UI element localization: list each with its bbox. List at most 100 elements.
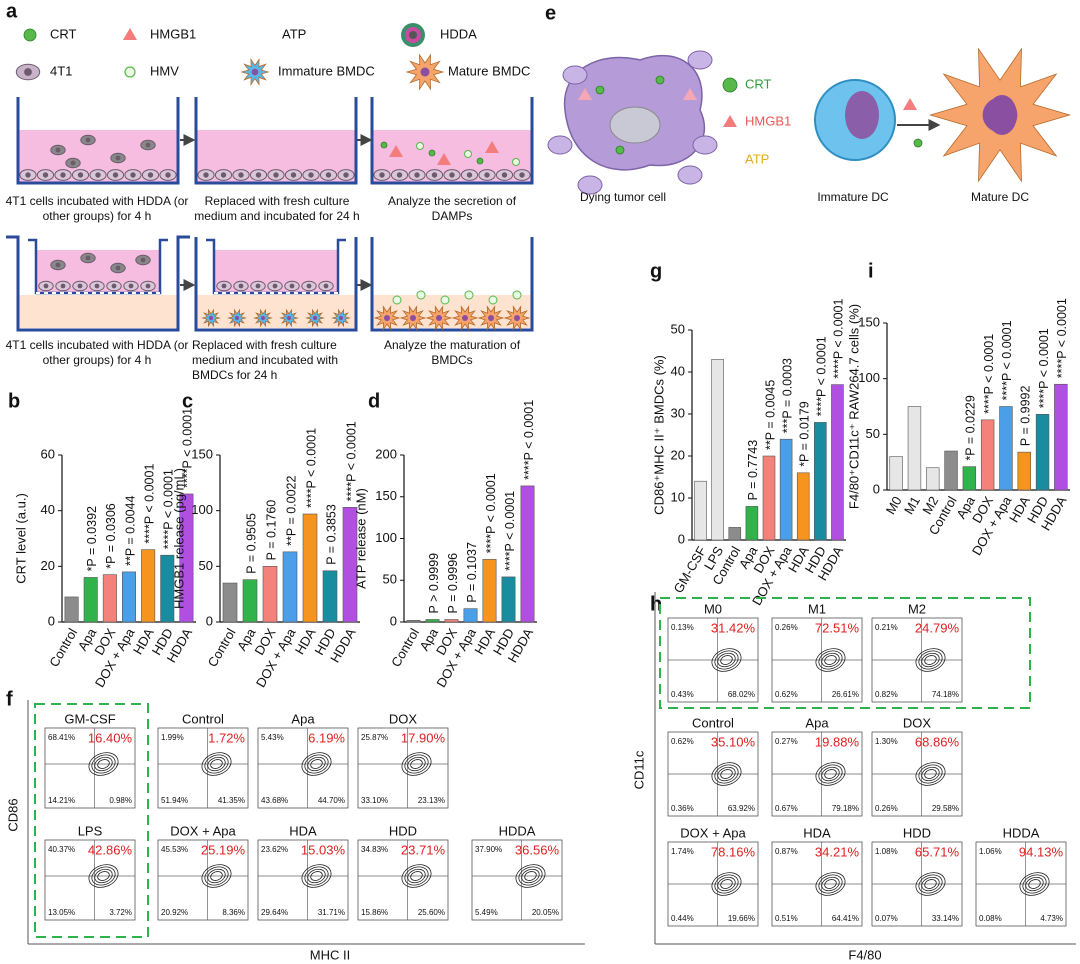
x-tick-label: Control (388, 626, 422, 670)
plot-title: M0 (704, 601, 722, 616)
y-tick-label: 150 (191, 446, 213, 461)
quadrant-value: 45.53% (161, 845, 188, 854)
contour (410, 759, 423, 769)
dc-nucleus (987, 95, 1017, 135)
contour (717, 876, 736, 892)
nucleus-icon (25, 172, 31, 178)
contour (824, 769, 837, 779)
contour (924, 655, 937, 665)
quadrant-value-highlight: 17.90% (401, 730, 446, 745)
quadrant-value: 23.62% (261, 845, 288, 854)
bar (831, 384, 844, 541)
contour (97, 871, 110, 881)
bar (779, 438, 793, 541)
p-value: ****P < 0.0001 (484, 473, 498, 553)
y-tick-label: 200 (375, 446, 397, 461)
plot-title: HDDA (499, 823, 536, 838)
quadrant-value: 0.13% (671, 623, 694, 632)
quadrant-value: 34.83% (361, 845, 388, 854)
contour (210, 871, 223, 881)
contour (404, 754, 429, 774)
x-tick-label: Control (46, 626, 80, 670)
bar (342, 507, 358, 623)
hmv-icon (512, 290, 522, 300)
quadrant-value: 41.35% (218, 796, 245, 805)
plot-frame (257, 839, 349, 921)
quadrant-value: 44.70% (318, 796, 345, 805)
quadrant-value-highlight: 24.79% (915, 620, 960, 635)
p-value: ****P < 0.0001 (1055, 298, 1069, 378)
x-tick-label: M1 (901, 494, 923, 517)
nucleus-icon (42, 172, 49, 178)
quadrant-value: 74.18% (932, 690, 959, 699)
plot-frame (471, 839, 563, 921)
plot-frame (157, 839, 249, 921)
contour (815, 648, 846, 672)
p-value: ****P < 0.0001 (522, 400, 536, 480)
p-value: ****P < 0.0001 (982, 334, 996, 414)
nucleus-icon (449, 172, 455, 178)
contour (818, 650, 843, 670)
nucleus-icon (325, 172, 332, 178)
p-value: ****P < 0.0001 (1037, 328, 1051, 408)
quadrant-value: 33.10% (361, 796, 388, 805)
bar (1035, 413, 1050, 491)
nucleus-icon (255, 283, 261, 289)
quadrant-value: 0.36% (671, 804, 694, 813)
quadrant-value: 43.68% (261, 796, 288, 805)
blebs (547, 135, 573, 155)
contour (407, 756, 426, 772)
plot-frame (44, 727, 136, 809)
p-value: ****P < 0.0001 (304, 428, 318, 508)
nucleus-icon (130, 172, 136, 178)
contour (921, 876, 940, 892)
y-axis-title: CD86⁺MHC II⁺ BMDCs (%) (651, 355, 666, 515)
legend-label: CRT (745, 76, 772, 91)
quadrant-value-highlight: 42.86% (88, 842, 133, 857)
bar (980, 419, 995, 491)
quadrant-value-highlight: 23.71% (401, 842, 446, 857)
contour (924, 879, 937, 889)
well (194, 237, 358, 332)
quadrant-value-highlight: 1.72% (208, 730, 245, 745)
quadrant-value-highlight: 35.10% (711, 734, 756, 749)
plot-frame (357, 839, 449, 921)
contour (714, 874, 739, 894)
legend-label: ATP (745, 151, 769, 166)
nucleus-icon (221, 283, 227, 289)
x-tick-label: GM-CSF (670, 544, 709, 596)
quadrant-value: 0.87% (775, 847, 798, 856)
panel-letter: d (368, 390, 380, 412)
hmgb1-icon (578, 88, 592, 100)
quadrant-value: 1.30% (875, 737, 898, 746)
nucleus-icon (203, 172, 209, 178)
plot-frame (357, 727, 449, 809)
quadrant-value: 0.08% (979, 914, 1002, 923)
bar (745, 506, 759, 541)
nucleus-icon (251, 68, 259, 76)
bar (482, 559, 497, 623)
contour (717, 766, 736, 782)
atp-icon (645, 172, 653, 188)
x-tick-label: Control (205, 626, 239, 670)
y-tick-label: 50 (866, 426, 880, 441)
hmv-icon (440, 295, 450, 305)
hmv-icon (488, 295, 498, 305)
bar (889, 456, 903, 491)
quadrant-value: 64.41% (832, 914, 859, 923)
contour (207, 756, 226, 772)
contour (815, 762, 846, 786)
quadrant-value: 0.26% (875, 804, 898, 813)
y-axis-title: HMGB1 release (pg/mL) (171, 468, 186, 609)
nucleus-icon (289, 283, 295, 289)
atp-icon (725, 150, 733, 166)
legend-label: ATP (282, 26, 306, 41)
nucleus-icon (466, 172, 473, 178)
bar (83, 577, 98, 623)
bar (425, 619, 440, 623)
quadrant-value-highlight: 65.71% (915, 844, 960, 859)
step-caption: 4T1 cells incubated with HDDA (or other … (5, 338, 189, 367)
y-tick-label: 0 (390, 613, 397, 628)
bar (102, 574, 117, 623)
contour (97, 759, 110, 769)
